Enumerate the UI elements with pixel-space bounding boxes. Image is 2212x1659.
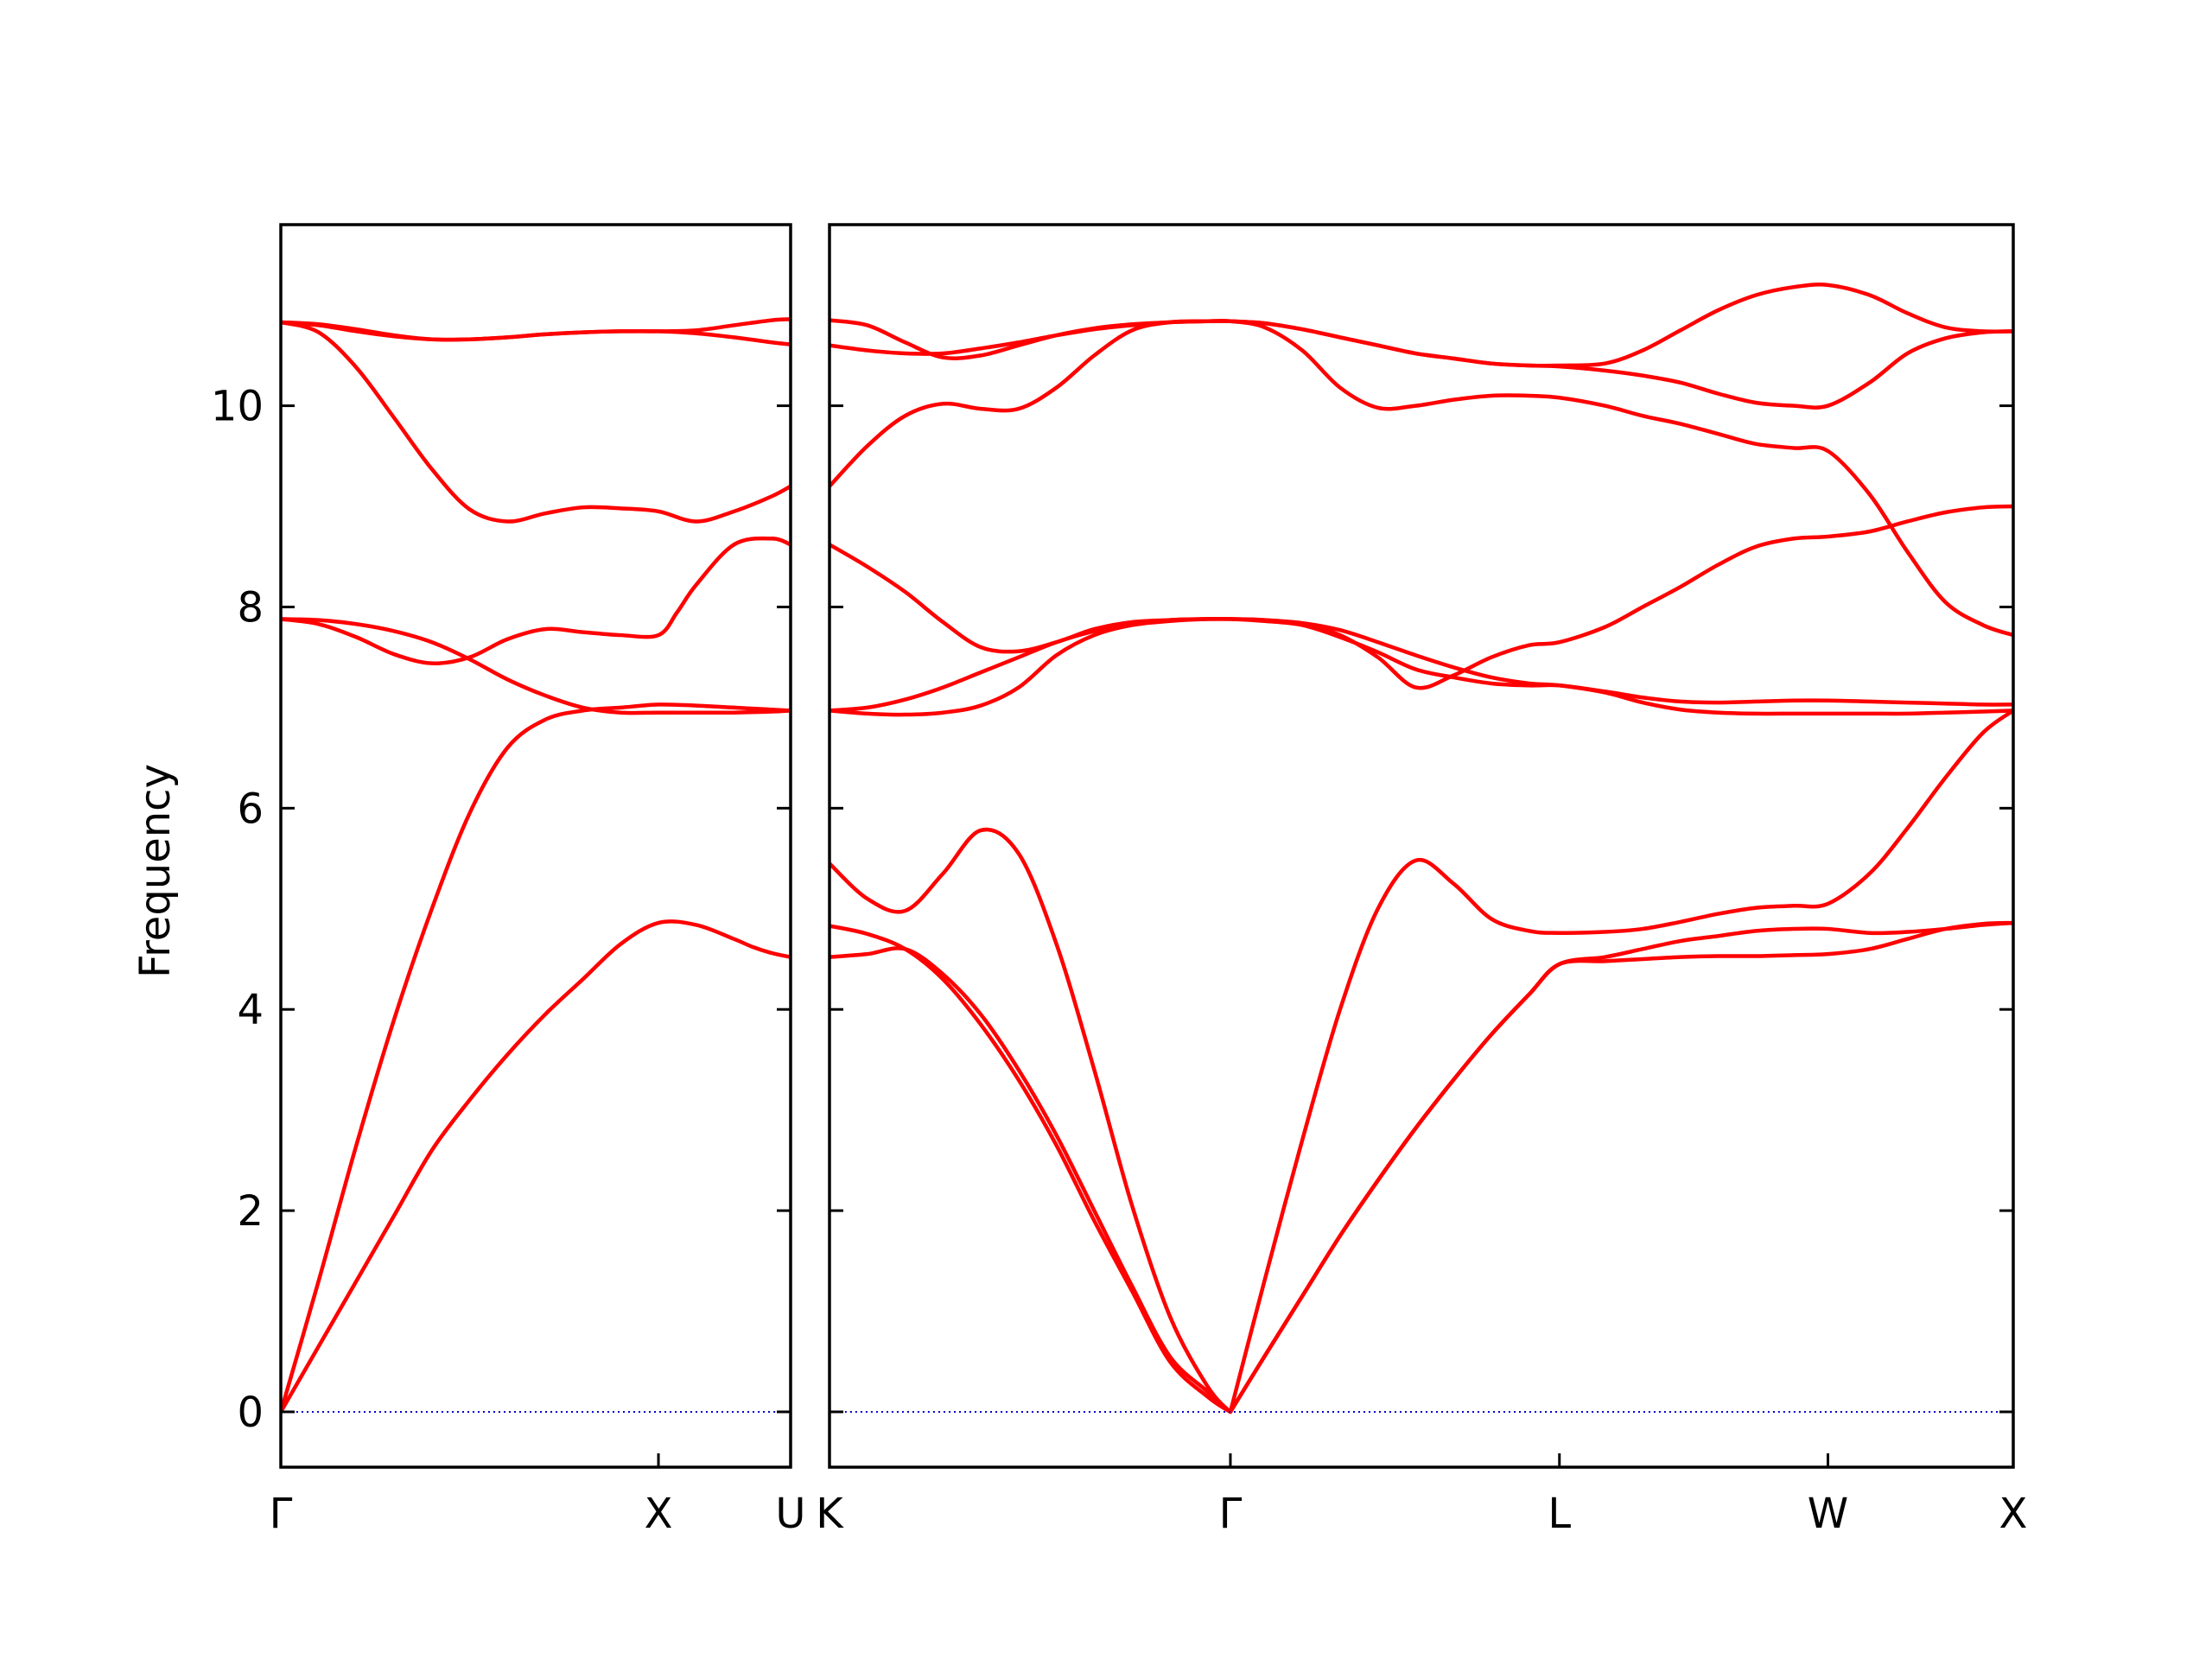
band-5 [830, 504, 2013, 713]
band-9 [830, 283, 2013, 368]
x-tick-label: K [816, 1490, 844, 1538]
y-tick-label: 8 [237, 583, 264, 632]
y-axis-label: Frequency [131, 764, 180, 978]
band-4 [281, 536, 791, 665]
band-2 [830, 920, 2013, 1414]
plot-panels: 0 2 4 6 8 10 Γ X U K Γ L W X [211, 223, 2028, 1538]
x-tick-label: Γ [1219, 1490, 1243, 1538]
x-tick-label: L [1548, 1490, 1571, 1538]
band-7 [830, 318, 2013, 638]
y-tick-label: 0 [237, 1389, 264, 1437]
y-tick-label: 6 [237, 785, 264, 833]
band-6 [830, 543, 2013, 716]
band-5 [281, 320, 791, 524]
x-tick-label: U [775, 1490, 805, 1538]
band-1 [281, 919, 791, 1414]
x-tick-label: X [1999, 1490, 2028, 1538]
panel-frame [828, 223, 2015, 1469]
band-lines [281, 317, 791, 1414]
band-3 [281, 617, 791, 715]
band-lines [830, 283, 2013, 1414]
panel-gamma-x-u: 0 2 4 6 8 10 Γ X U [211, 223, 806, 1538]
band-2 [281, 702, 791, 1413]
band-3 [830, 709, 2013, 1414]
band-4 [830, 616, 2013, 717]
y-tick-label: 10 [211, 383, 264, 431]
y-tick-label: 2 [237, 1187, 264, 1236]
x-tick-label: Γ [270, 1490, 293, 1538]
x-tick-label: W [1808, 1490, 1848, 1538]
x-tick-label: X [645, 1490, 673, 1538]
band-7 [281, 320, 791, 346]
y-tick-label: 4 [237, 986, 264, 1034]
panel-frame [279, 223, 792, 1469]
